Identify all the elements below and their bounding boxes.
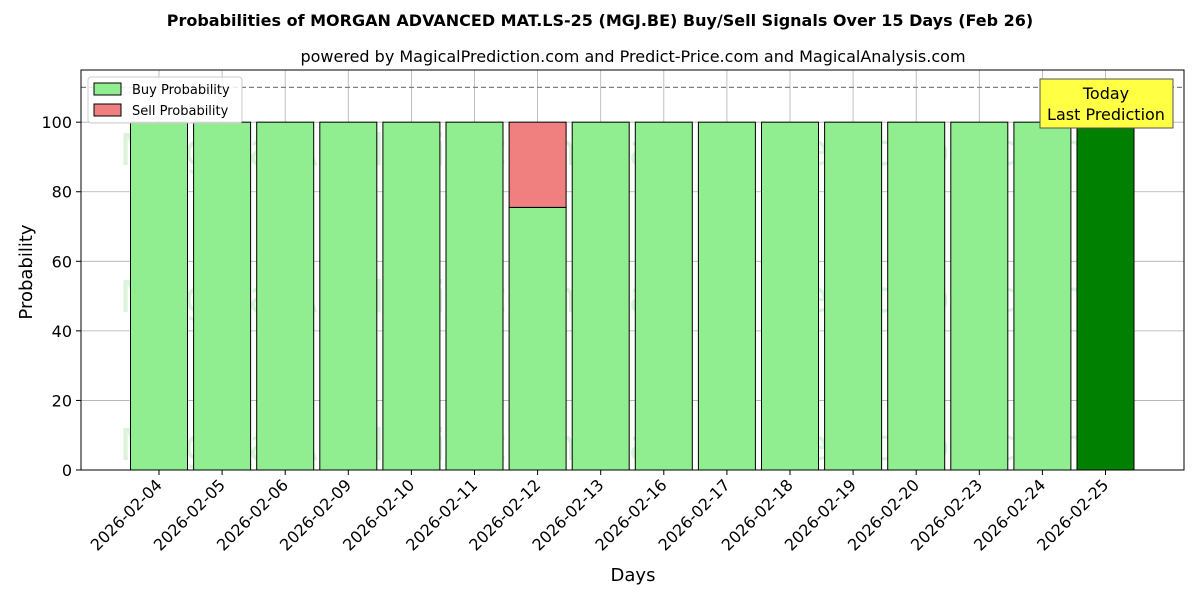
y-axis-label: Probability xyxy=(16,224,37,319)
annotation-box xyxy=(1039,78,1174,129)
y-tick-label: 20 xyxy=(52,391,72,410)
annotation-text: Today xyxy=(1082,84,1129,103)
buy-bar xyxy=(950,121,1009,471)
annotation-text: Last Prediction xyxy=(1047,105,1165,124)
legend-swatch xyxy=(93,82,122,96)
buy-bar xyxy=(256,121,315,471)
legend-label: Sell Probability xyxy=(132,104,229,119)
buy-bar xyxy=(130,121,188,471)
bars xyxy=(130,121,1135,471)
buy-bar xyxy=(1013,121,1072,471)
buy-bar xyxy=(1076,121,1135,471)
y-tick-label: 40 xyxy=(52,322,72,341)
legend-box xyxy=(87,76,243,124)
chart-title: Probabilities of MORGAN ADVANCED MAT.LS-… xyxy=(167,11,1034,30)
chart-subtitle: powered by MagicalPrediction.com and Pre… xyxy=(300,47,965,66)
y-tick-label: 60 xyxy=(52,252,72,271)
buy-bar xyxy=(761,121,819,471)
buy-bar xyxy=(445,121,504,471)
y-tick-label: 0 xyxy=(62,461,72,480)
y-tick-label: 80 xyxy=(52,183,72,202)
legend: Buy Probability Sell Probability xyxy=(87,76,243,124)
today-annotation: Today Last Prediction xyxy=(1039,78,1174,129)
x-axis: 2026-02-042026-02-052026-02-062026-02-09… xyxy=(87,470,1112,555)
buy-bar xyxy=(319,121,378,471)
sell-bar xyxy=(508,121,567,208)
buy-bar xyxy=(887,121,946,471)
x-axis-label: Days xyxy=(611,565,656,586)
buy-bar xyxy=(382,121,441,471)
legend-label: Buy Probability xyxy=(132,83,230,98)
buy-bar xyxy=(824,121,883,471)
plot-frame xyxy=(80,69,1185,471)
buy-bar xyxy=(697,121,756,471)
buy-bar xyxy=(193,121,252,471)
buy-bar xyxy=(634,121,693,471)
legend-swatch xyxy=(93,103,122,117)
buy-bar xyxy=(571,121,630,471)
y-tick-label: 100 xyxy=(41,113,72,132)
y-axis: 0 20 40 60 80 100 xyxy=(41,113,81,480)
buy-bar xyxy=(508,206,567,471)
